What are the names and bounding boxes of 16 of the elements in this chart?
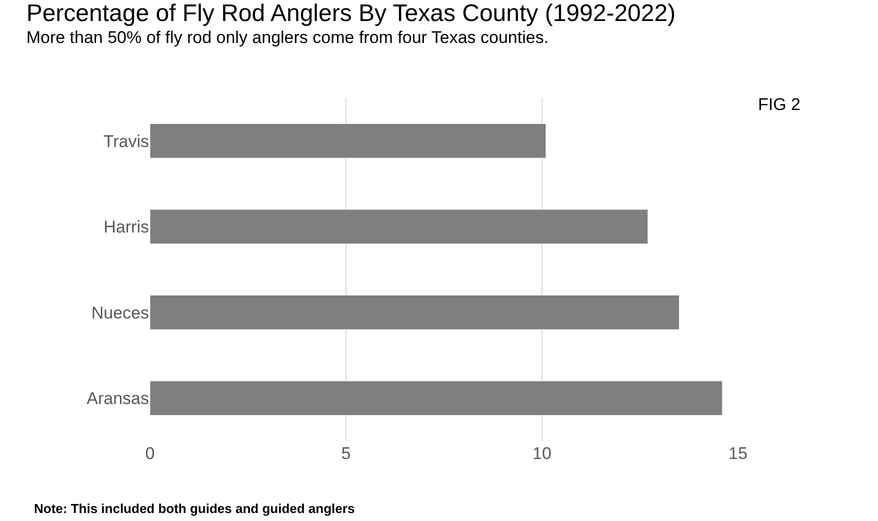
bar [150, 294, 680, 330]
caption: FIG 2 [758, 95, 801, 114]
y-tick-label: Aransas [86, 389, 149, 408]
x-tick-label: 15 [728, 444, 748, 463]
y-tick-label: Nueces [91, 303, 149, 322]
x-tick-label: 10 [532, 444, 552, 463]
chart-title: Percentage of Fly Rod Anglers By Texas County (1992-2022) [26, 0, 676, 27]
y-tick-label: Travis [103, 132, 149, 151]
bar [150, 209, 648, 244]
y-tick-label: Harris [104, 218, 149, 237]
x-tick-label: 5 [341, 444, 351, 463]
text: Note: This included both guides and guided anglers [34, 501, 355, 516]
bar [150, 380, 723, 416]
bar [150, 123, 546, 158]
x-tick-label: 0 [145, 444, 155, 463]
chart-subtitle: More than 50% of fly rod only anglers come from four Texas counties. [26, 28, 549, 47]
